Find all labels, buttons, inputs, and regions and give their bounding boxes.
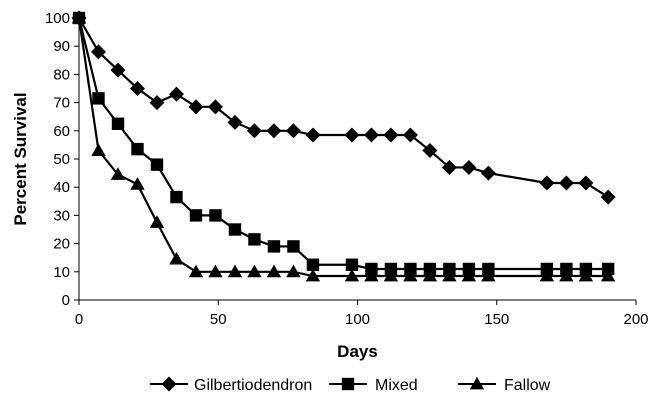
point-mixed <box>189 209 203 222</box>
legend-item-mixed: Mixed <box>329 377 418 394</box>
series-layer <box>71 10 616 282</box>
point-fallow <box>91 143 106 156</box>
point-gilbertiodendron <box>363 127 379 143</box>
point-gilbertiodendron <box>600 189 616 205</box>
point-gilbertiodendron <box>110 62 126 78</box>
series-gilbertiodendron <box>71 10 616 205</box>
point-fallow <box>422 268 438 282</box>
point-mixed <box>111 117 125 130</box>
point-mixed <box>150 158 164 171</box>
x-tick-label: 100 <box>345 311 370 328</box>
point-mixed <box>306 258 320 271</box>
legend-item-gilbertiodendron: Gilbertiodendron <box>150 376 312 394</box>
point-gilbertiodendron <box>480 165 496 181</box>
point-fallow <box>578 268 594 282</box>
legend-label: Mixed <box>375 377 418 394</box>
point-gilbertiodendron <box>578 175 594 191</box>
point-mixed <box>131 142 144 156</box>
point-fallow <box>442 268 457 282</box>
point-fallow <box>481 268 496 282</box>
point-gilbertiodendron <box>344 127 360 143</box>
legend-marker-triangle <box>469 376 485 390</box>
y-tick-label: 60 <box>53 123 70 140</box>
point-fallow <box>539 268 555 282</box>
x-tick-label: 50 <box>210 311 227 328</box>
point-fallow <box>344 268 360 282</box>
point-fallow <box>208 264 223 278</box>
point-gilbertiodendron <box>461 159 477 175</box>
point-mixed <box>267 240 281 253</box>
point-mixed <box>209 209 222 222</box>
series-line-fallow <box>77 17 609 278</box>
point-gilbertiodendron <box>422 143 438 159</box>
point-fallow <box>461 268 477 282</box>
point-mixed <box>92 92 105 105</box>
point-fallow <box>383 268 399 282</box>
legend-label: Fallow <box>504 377 551 394</box>
y-tick-label: 50 <box>53 151 70 168</box>
y-axis-title: Percent Survival <box>11 92 30 225</box>
point-fallow <box>403 268 418 282</box>
point-gilbertiodendron <box>539 175 555 191</box>
point-gilbertiodendron <box>402 127 418 143</box>
point-fallow <box>188 264 204 278</box>
point-fallow <box>305 268 321 282</box>
point-fallow <box>149 215 165 228</box>
point-gilbertiodendron <box>383 127 399 143</box>
x-axis-title: Days <box>337 342 378 361</box>
point-fallow <box>600 268 616 282</box>
y-tick-label: 20 <box>53 236 70 253</box>
y-tick-label: 90 <box>53 38 70 55</box>
point-fallow <box>266 264 282 278</box>
legend-label: Gilbertiodendron <box>194 377 312 394</box>
axes: 0 10 20 30 40 50 60 70 80 90 100 0 50 100 150 200 <box>45 10 649 328</box>
point-gilbertiodendron <box>90 44 106 60</box>
point-fallow <box>169 251 184 265</box>
point-gilbertiodendron <box>246 123 262 139</box>
legend: Gilbertiodendron Mixed Fallow <box>150 376 551 394</box>
y-tick-label: 30 <box>53 207 70 224</box>
point-fallow <box>130 177 145 190</box>
x-tick-label: 150 <box>484 311 509 328</box>
point-fallow <box>110 167 126 180</box>
point-gilbertiodendron <box>168 86 184 102</box>
y-tick-label: 80 <box>53 66 70 83</box>
series-fallow <box>71 10 616 282</box>
point-fallow <box>71 10 87 24</box>
point-gilbertiodendron <box>207 99 223 115</box>
point-fallow <box>227 264 243 278</box>
point-mixed <box>228 223 242 236</box>
point-fallow <box>286 264 301 278</box>
point-fallow <box>247 264 262 278</box>
y-tick-label: 100 <box>45 10 70 27</box>
y-tick-label: 10 <box>53 264 70 281</box>
point-mixed <box>345 258 359 271</box>
legend-item-fallow: Fallow <box>458 376 551 394</box>
y-tick-label: 70 <box>53 95 70 112</box>
legend-marker-square <box>341 377 355 391</box>
x-tick-label: 0 <box>75 311 83 328</box>
point-mixed <box>248 233 261 246</box>
point-gilbertiodendron <box>305 127 321 143</box>
point-mixed <box>287 240 300 253</box>
series-mixed <box>72 11 615 276</box>
y-tick-label: 40 <box>53 179 70 196</box>
point-gilbertiodendron <box>227 114 243 130</box>
point-gilbertiodendron <box>149 95 165 111</box>
point-gilbertiodendron <box>129 81 145 96</box>
point-gilbertiodendron <box>188 99 204 115</box>
point-mixed <box>170 190 183 204</box>
point-gilbertiodendron <box>266 123 282 139</box>
point-gilbertiodendron <box>285 123 301 139</box>
point-fallow <box>364 268 379 282</box>
point-gilbertiodendron <box>558 175 574 191</box>
point-gilbertiodendron <box>441 159 457 175</box>
series-line-mixed <box>77 17 609 271</box>
point-fallow <box>559 268 574 282</box>
legend-marker-diamond <box>161 376 177 392</box>
x-tick-label: 200 <box>623 311 648 328</box>
y-tick-label: 0 <box>62 292 70 309</box>
